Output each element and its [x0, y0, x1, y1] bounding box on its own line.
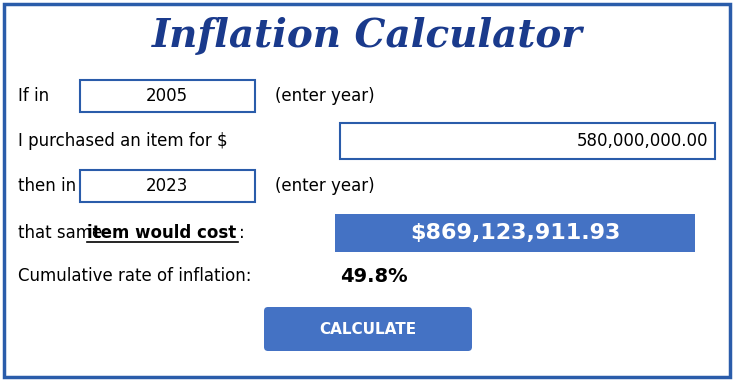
Text: $869,123,911.93: $869,123,911.93 [410, 223, 620, 243]
Text: Inflation Calculator: Inflation Calculator [152, 17, 582, 55]
FancyBboxPatch shape [335, 214, 695, 252]
Text: :: : [239, 224, 244, 242]
Text: then in: then in [18, 177, 76, 195]
FancyBboxPatch shape [340, 123, 715, 159]
Text: item would cost: item would cost [87, 224, 236, 242]
FancyBboxPatch shape [4, 4, 730, 377]
Text: 2005: 2005 [146, 87, 188, 105]
Text: CALCULATE: CALCULATE [319, 322, 417, 336]
Text: If in: If in [18, 87, 49, 105]
Text: (enter year): (enter year) [275, 87, 374, 105]
Text: 2023: 2023 [146, 177, 188, 195]
Text: Cumulative rate of inflation:: Cumulative rate of inflation: [18, 267, 252, 285]
Text: I purchased an item for $: I purchased an item for $ [18, 132, 228, 150]
Text: 49.8%: 49.8% [340, 266, 407, 285]
Text: (enter year): (enter year) [275, 177, 374, 195]
FancyBboxPatch shape [264, 307, 472, 351]
FancyBboxPatch shape [80, 170, 255, 202]
Text: that same: that same [18, 224, 107, 242]
FancyBboxPatch shape [80, 80, 255, 112]
Text: 580,000,000.00: 580,000,000.00 [576, 132, 708, 150]
